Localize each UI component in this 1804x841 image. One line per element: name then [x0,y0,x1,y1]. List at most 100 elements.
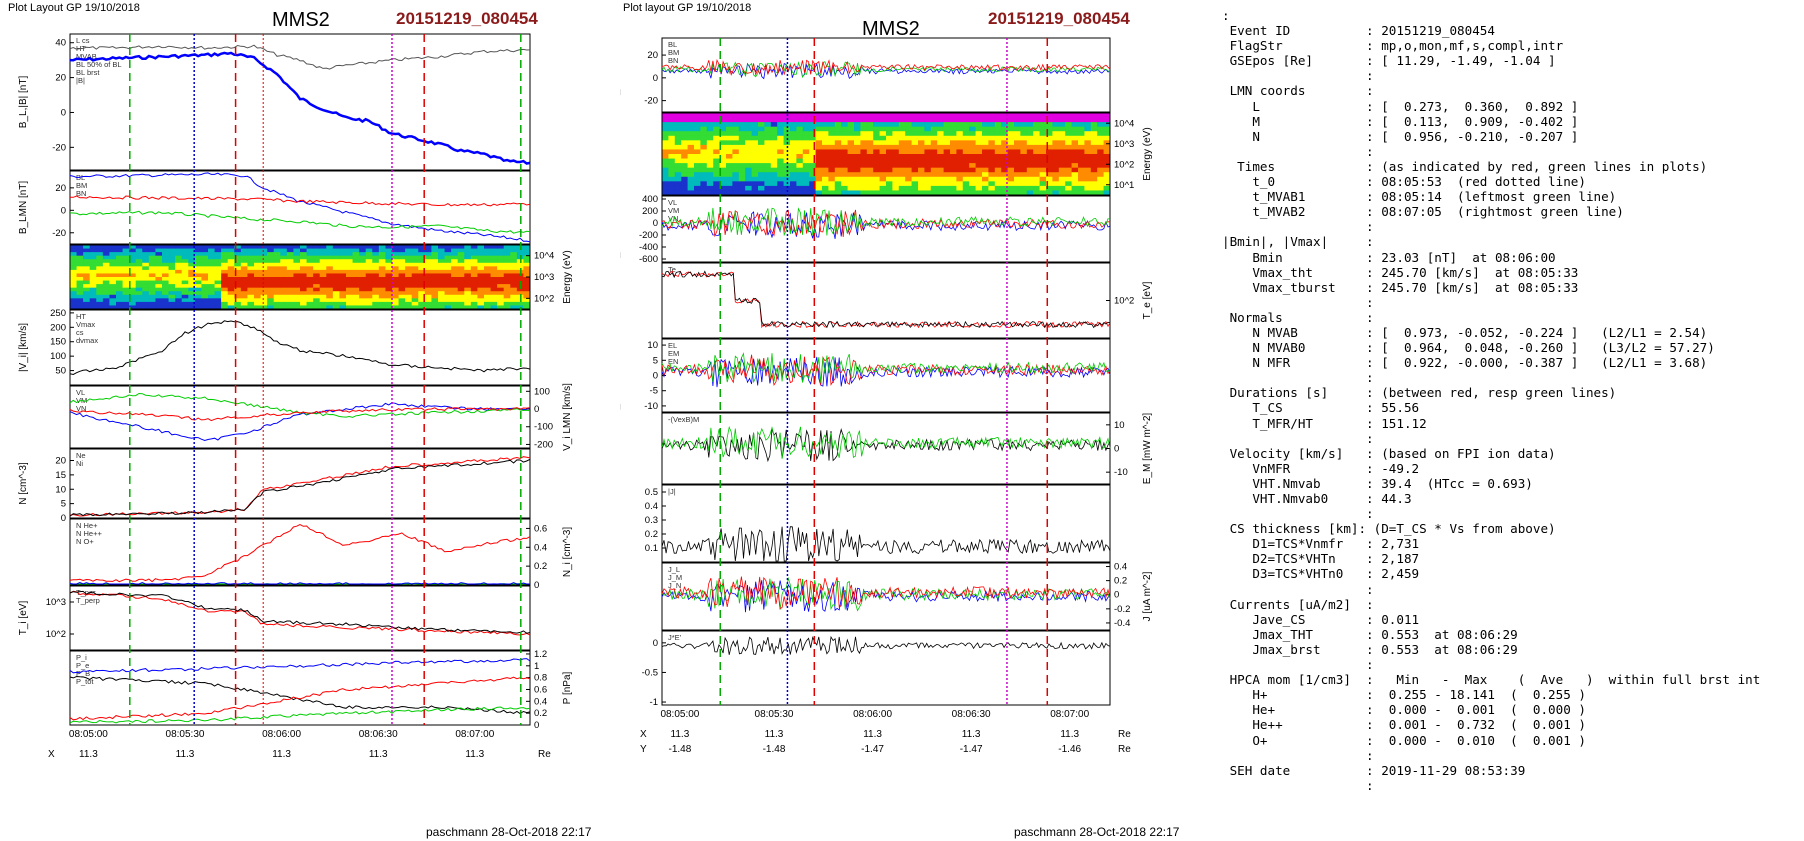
spectrogram-cell [332,259,340,264]
spectrogram-cell [802,163,810,169]
spectrogram-cell [962,113,970,119]
spectrogram-cell [148,255,156,260]
spectrogram-cell [392,266,400,271]
series-line [661,356,1111,388]
spectrogram-cell [886,176,893,182]
panel-ytick: 10^3 [534,272,554,283]
spectrogram-cell [326,262,334,267]
spectrogram-cell [227,273,235,278]
spectrogram-cell [398,277,406,282]
spectrogram-cell [385,259,393,264]
spectrogram-cell [700,131,708,137]
spectrogram-cell [674,154,682,160]
spectrogram-cell [280,294,288,299]
spectrogram-cell [1090,167,1098,173]
spectrogram-cell [424,298,432,303]
spectrogram-cell [267,301,275,306]
spectrogram-cell [142,284,150,289]
spectrogram-cell [247,291,255,296]
spectrogram-cell [1058,122,1066,128]
spectrogram-cell [359,248,367,253]
panel-ylabel: T_e [eV] [1142,281,1153,319]
series-line [69,402,531,442]
spectrogram-cell [956,172,964,178]
spectrogram-cell [109,248,117,253]
spectrogram-cell [188,305,196,310]
spectrogram-cell [700,163,708,169]
spectrogram-cell [300,259,308,264]
spectrogram-cell [260,248,268,253]
spectrogram-cell [943,117,951,123]
spectrogram-cell [359,301,367,306]
spectrogram-cell [181,252,189,257]
spectrogram-cell [129,287,137,292]
spectrogram-cell [950,149,957,155]
spectrogram-cell [122,259,130,264]
spectrogram-cell [352,255,360,260]
spectrogram-cell [162,301,170,306]
info-line: SEH date : 2019-11-29 08:53:39 [1222,762,1526,778]
spectrogram-cell [306,259,314,264]
panel-ytick: 10^2 [534,293,554,304]
spectrogram-cell [1020,172,1028,178]
spectrogram-cell [726,181,733,187]
info-line: Event ID : 20151219_080454 [1222,23,1495,39]
spectrogram-cell [668,149,676,155]
spectrogram-cell [950,167,957,173]
spectrogram-cell [918,172,925,178]
spectrogram-cell [732,167,740,173]
spectrogram-cell [175,255,183,260]
spectrogram-cell [464,301,472,306]
spectrogram-cell [227,305,235,310]
spectrogram-cell [943,149,951,155]
spectrogram-cell [834,185,842,191]
spectrogram-cell [273,245,281,250]
spectrogram-cell [96,287,104,292]
spectrogram-cell [359,298,367,303]
spectrogram-cell [719,122,727,128]
spectrogram-cell [873,167,881,173]
panel-ytick: 0.8 [534,673,547,684]
spectrogram-cell [273,305,281,310]
spectrogram-cell [162,298,170,303]
spectrogram-cell [719,185,727,191]
spectrogram-cell [1046,163,1053,169]
spectrogram-cell [943,167,951,173]
spectrogram-cell [365,273,373,278]
info-line: N MVAB0 : [ 0.964, 0.048, -0.260 ] (L3/L… [1222,340,1715,356]
spectrogram-cell [1007,140,1015,146]
spectrogram-cell [668,158,676,164]
spectrogram-cell [201,298,209,303]
spectrogram-cell [424,305,432,310]
spectrogram-cell [365,301,373,306]
spectrogram-cell [175,262,183,267]
spectrogram-cell [214,255,222,260]
spectrogram-cell [758,144,765,150]
spectrogram-cell [352,284,360,289]
panel-ytick: -200 [534,439,553,450]
spectrogram-cell [1078,144,1085,150]
spectrogram-cell [162,245,170,250]
spectrogram-cell [860,144,868,150]
spectrogram-cell [790,158,797,164]
spectrogram-cell [267,269,275,274]
spectrogram-cell [809,122,817,128]
spectrogram-cell [523,298,531,303]
spectrogram-cell [240,287,248,292]
spectrogram-cell [732,176,740,182]
spectrogram-cell [339,245,347,250]
spectrogram-cell [431,255,439,260]
spectrogram-cell [451,266,459,271]
spectrogram-cell [175,294,183,299]
spectrogram-cell [1052,154,1060,160]
spectrogram-cell [854,117,861,123]
spectrogram-cell [306,301,314,306]
panel-ytick: 5 [653,355,658,366]
spectrogram-cell [713,181,721,187]
spectrogram-cell [815,181,823,187]
spectrogram-cell [854,135,861,141]
spectrogram-cell [155,255,163,260]
position-value: 11.3 [863,729,882,740]
spectrogram-cell [1058,140,1066,146]
spectrogram-cell [815,149,823,155]
